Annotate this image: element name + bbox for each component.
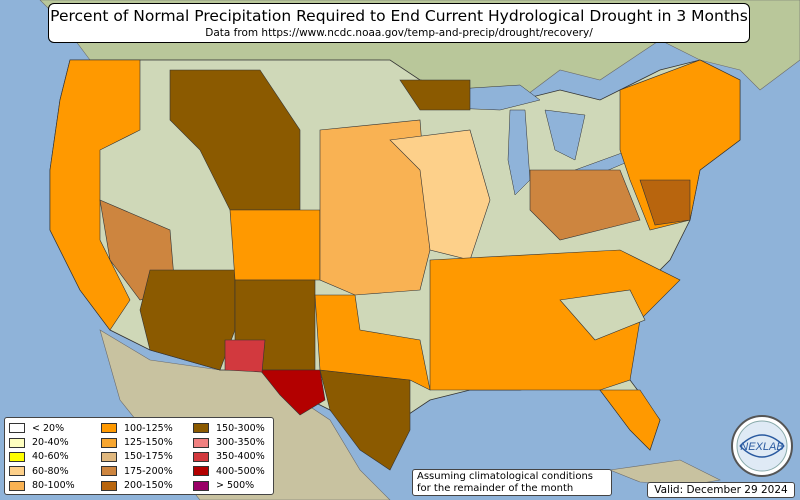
legend-swatch [9, 466, 25, 477]
title-box: Percent of Normal Precipitation Required… [48, 3, 750, 43]
region-colorado [229, 209, 321, 281]
region-nm-pink [224, 339, 266, 373]
legend-item: 200-150% [101, 479, 193, 493]
legend-item: 40-60% [9, 450, 101, 464]
map-subtitle: Data from https://www.ncdc.noaa.gov/temp… [205, 27, 593, 39]
legend-label: 400-500% [216, 465, 265, 477]
legend-swatch [9, 451, 25, 462]
legend-swatch [101, 466, 117, 477]
legend-item: > 500% [193, 479, 279, 493]
region-mid-atlantic [639, 179, 691, 226]
note-line-2: for the remainder of the month [417, 483, 574, 494]
legend-swatch [9, 437, 25, 448]
note-line-1: Assuming climatological conditions [417, 471, 593, 482]
map-title: Percent of Normal Precipitation Required… [50, 7, 748, 25]
legend-item: 400-500% [193, 464, 279, 478]
legend-label: 20-40% [32, 437, 69, 449]
legend-label: 150-175% [124, 451, 173, 463]
lake-michigan [507, 109, 531, 196]
region-appalachians [559, 289, 646, 341]
legend-label: < 20% [32, 422, 65, 434]
legend-item: 350-400% [193, 450, 279, 464]
legend-swatch [193, 466, 209, 477]
legend-item: 150-300% [193, 421, 279, 435]
region-west-coast [49, 59, 141, 331]
legend: < 20% 20-40% 40-60% 60-80% 80-100% 100-125% 12… [4, 417, 274, 495]
legend-swatch [101, 437, 117, 448]
region-upper-midwest [399, 79, 471, 111]
legend-label: 300-350% [216, 437, 265, 449]
legend-swatch [193, 480, 209, 491]
legend-label: 125-150% [124, 437, 173, 449]
legend-label: > 500% [216, 480, 255, 492]
legend-label: 175-200% [124, 465, 173, 477]
lake-huron [544, 109, 586, 161]
legend-label: 200-150% [124, 480, 173, 492]
legend-label: 60-80% [32, 465, 69, 477]
legend-item: 175-200% [101, 464, 193, 478]
region-plains [319, 119, 431, 296]
legend-item: 100-125% [101, 421, 193, 435]
region-oklahoma [314, 294, 431, 391]
region-florida [599, 389, 661, 451]
legend-swatch [101, 451, 117, 462]
valid-date: Valid: December 29 2024 [647, 482, 795, 498]
region-ohio-valley [529, 169, 641, 241]
legend-item: 125-150% [101, 435, 193, 449]
legend-item: 80-100% [9, 479, 101, 493]
legend-swatch [101, 423, 117, 434]
legend-label: 40-60% [32, 451, 69, 463]
legend-swatch [9, 480, 25, 491]
legend-item: 60-80% [9, 464, 101, 478]
region-west-texas [259, 369, 326, 416]
note-box: Assuming climatological conditions for t… [412, 469, 612, 496]
legend-swatch [101, 480, 117, 491]
region-southeast [429, 249, 681, 391]
legend-label: 100-125% [124, 422, 173, 434]
legend-item: 300-350% [193, 435, 279, 449]
nexlab-logo: NEXLAB [731, 415, 793, 477]
logo-text: NEXLAB [740, 441, 783, 453]
legend-item: < 20% [9, 421, 101, 435]
legend-label: 150-300% [216, 422, 265, 434]
legend-swatch [9, 423, 25, 434]
legend-swatch [193, 451, 209, 462]
legend-item: 150-175% [101, 450, 193, 464]
legend-swatch [193, 437, 209, 448]
legend-label: 350-400% [216, 451, 265, 463]
legend-swatch [193, 423, 209, 434]
legend-label: 80-100% [32, 480, 75, 492]
legend-item: 20-40% [9, 435, 101, 449]
